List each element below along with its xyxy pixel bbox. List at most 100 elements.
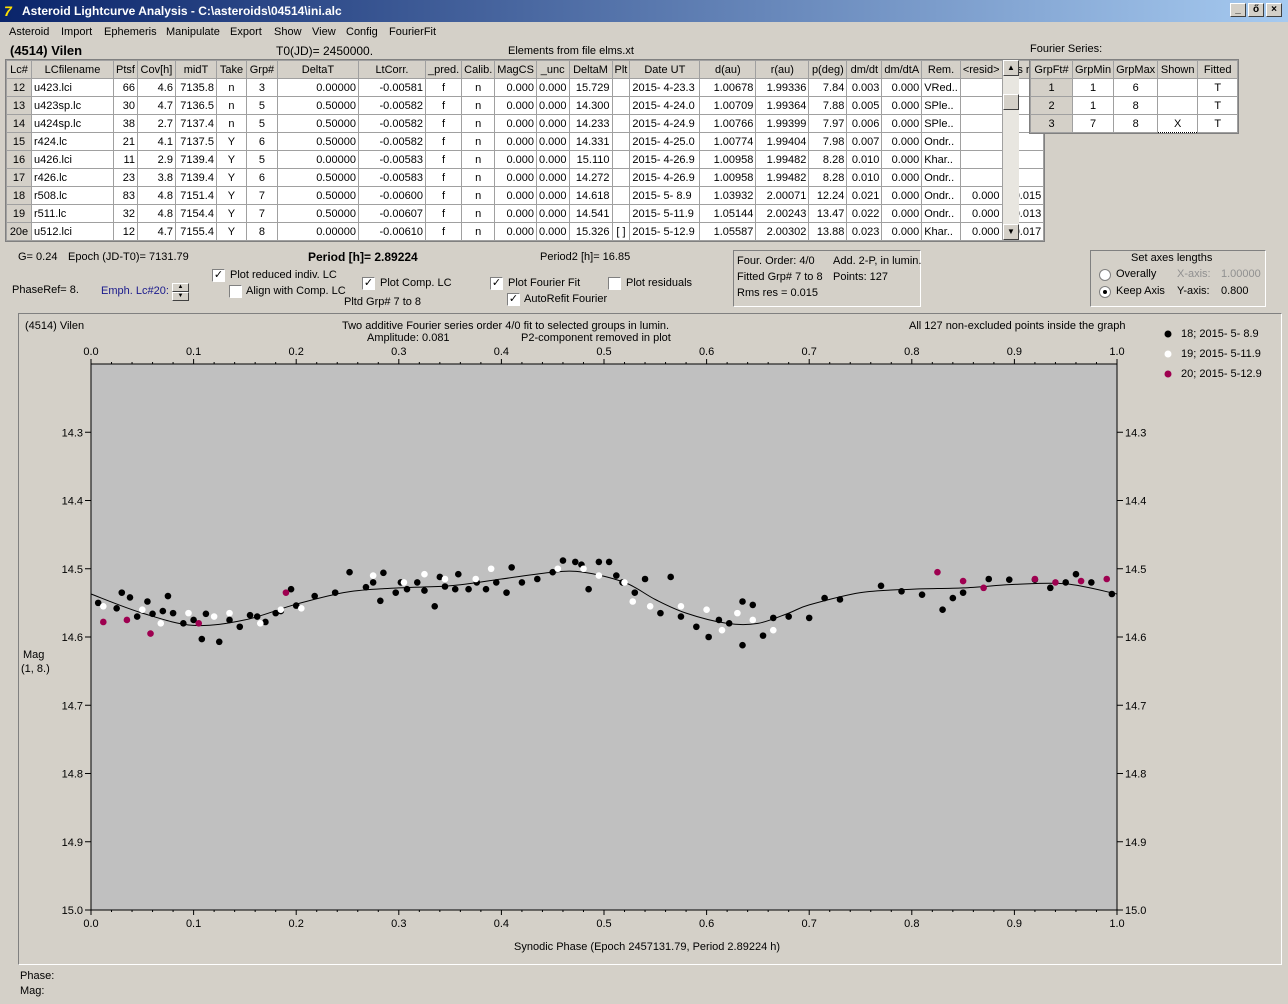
table-cell[interactable]: 0.000 [494, 96, 537, 115]
fourier-row-header[interactable]: 1 [1030, 78, 1073, 97]
table-cell[interactable]: -0.00583 [357, 168, 426, 187]
table-cell[interactable]: 2015- 4-25.0 [629, 132, 701, 151]
fourier-column-header[interactable]: Shown [1157, 60, 1199, 79]
column-header[interactable]: Rem. [921, 60, 961, 79]
table-cell[interactable]: 2.00302 [755, 222, 810, 241]
table-cell[interactable]: 30 [113, 96, 138, 115]
column-header[interactable]: MagCS [494, 60, 537, 79]
table-cell[interactable]: Y [215, 186, 247, 205]
table-cell[interactable]: 2015- 4-26.9 [629, 150, 701, 169]
table-cell[interactable]: 14.331 [568, 132, 613, 151]
fourier-cell[interactable]: 8 [1113, 96, 1159, 115]
table-cell[interactable]: 4.8 [136, 204, 176, 223]
table-cell[interactable] [611, 186, 631, 205]
row-header[interactable]: 15 [6, 132, 32, 151]
table-cell[interactable]: Y [215, 168, 247, 187]
table-cell[interactable]: 0.000 [494, 186, 537, 205]
menu-manipulate[interactable]: Manipulate [166, 26, 220, 38]
table-cell[interactable] [611, 150, 631, 169]
plot-comp-checkbox[interactable]: ✓ [362, 277, 375, 290]
column-header[interactable]: <resid> [959, 60, 1003, 79]
table-cell[interactable]: 7137.4 [174, 114, 217, 133]
row-header[interactable]: 16 [6, 150, 32, 169]
table-cell[interactable]: 8 [245, 222, 278, 241]
table-cell[interactable]: 0.000 [494, 168, 537, 187]
table-cell[interactable]: Y [215, 222, 247, 241]
table-cell[interactable]: f [424, 186, 463, 205]
table-cell[interactable] [959, 78, 1003, 97]
column-header[interactable]: Plt [611, 60, 631, 79]
table-cell[interactable]: 0.000 [535, 150, 570, 169]
table-cell[interactable]: 13.88 [808, 222, 848, 241]
table-cell[interactable]: r424.lc [31, 132, 114, 151]
table-cell[interactable]: 0.50000 [276, 204, 359, 223]
table-cell[interactable]: 7.97 [808, 114, 848, 133]
table-cell[interactable]: 11 [113, 150, 138, 169]
table-cell[interactable]: 4.1 [136, 132, 176, 151]
table-cell[interactable]: 15.110 [568, 150, 613, 169]
table-cell[interactable]: 14.272 [568, 168, 613, 187]
table-cell[interactable] [959, 96, 1003, 115]
plot-fourier-checkbox[interactable]: ✓ [490, 277, 503, 290]
table-cell[interactable]: r426.lc [31, 168, 114, 187]
table-cell[interactable]: 0.000 [881, 114, 923, 133]
table-cell[interactable]: 4.6 [136, 78, 176, 97]
table-cell[interactable] [959, 114, 1003, 133]
table-cell[interactable]: 0.000 [881, 132, 923, 151]
column-header[interactable]: p(deg) [808, 60, 848, 79]
table-cell[interactable]: -0.00582 [357, 96, 426, 115]
fourier-column-header[interactable]: GrpMax [1113, 60, 1159, 79]
table-cell[interactable]: n [215, 78, 247, 97]
row-header[interactable]: 13 [6, 96, 32, 115]
table-cell[interactable] [611, 78, 631, 97]
table-cell[interactable]: 0.005 [846, 96, 883, 115]
menu-ephemeris[interactable]: Ephemeris [104, 26, 157, 38]
table-cell[interactable]: u512.lci [31, 222, 114, 241]
table-cell[interactable]: 7139.4 [174, 150, 217, 169]
table-cell[interactable]: Khar.. [921, 222, 961, 241]
table-cell[interactable] [611, 114, 631, 133]
table-cell[interactable]: 0.000 [535, 186, 570, 205]
table-cell[interactable]: 15.326 [568, 222, 613, 241]
column-header[interactable]: Cov[h] [136, 60, 176, 79]
column-header[interactable]: dm/dt [846, 60, 883, 79]
table-cell[interactable]: n [461, 222, 496, 241]
table-cell[interactable]: -0.00583 [357, 150, 426, 169]
table-cell[interactable]: VRed.. [921, 78, 961, 97]
column-header[interactable]: d(au) [699, 60, 757, 79]
table-cell[interactable]: SPle.. [921, 114, 961, 133]
table-row[interactable]: 15 r424.lc 21 4.1 7137.5 Y 6 0.50000 -0.00582 f n 0… [6, 132, 1045, 151]
column-header[interactable]: DeltaT [276, 60, 359, 79]
table-cell[interactable]: 7154.4 [174, 204, 217, 223]
table-cell[interactable]: 0.006 [846, 114, 883, 133]
table-cell[interactable] [959, 150, 1003, 169]
table-cell[interactable]: 0.00000 [276, 78, 359, 97]
lightcurve-table[interactable]: Lc# LCfilename Ptsf Cov[h] midT Take Grp# Delta… [5, 59, 1046, 242]
table-cell[interactable]: 0.000 [494, 132, 537, 151]
fourier-column-header[interactable]: GrpFt# [1030, 60, 1073, 79]
table-cell[interactable]: n [215, 114, 247, 133]
table-cell[interactable]: 15.729 [568, 78, 613, 97]
table-cell[interactable] [611, 96, 631, 115]
spin-down-icon[interactable]: ▼ [172, 292, 189, 301]
fourier-row-header[interactable]: 3 [1030, 114, 1073, 133]
table-cell[interactable]: 0.000 [494, 114, 537, 133]
table-cell[interactable]: 4.8 [136, 186, 176, 205]
plot-residuals-checkbox[interactable] [608, 277, 621, 290]
table-cell[interactable]: 7 [245, 186, 278, 205]
table-cell[interactable]: 0.023 [846, 222, 883, 241]
column-header[interactable]: _unc [535, 60, 570, 79]
row-header[interactable]: 14 [6, 114, 32, 133]
table-cell[interactable]: 0.022 [846, 204, 883, 223]
table-cell[interactable]: f [424, 114, 463, 133]
column-header[interactable]: dm/dtA [881, 60, 923, 79]
menu-import[interactable]: Import [61, 26, 93, 38]
table-cell[interactable]: r508.lc [31, 186, 114, 205]
table-cell[interactable]: f [424, 132, 463, 151]
table-cell[interactable] [611, 204, 631, 223]
menu-show[interactable]: Show [274, 26, 302, 38]
table-cell[interactable]: 1.99404 [755, 132, 810, 151]
table-cell[interactable] [959, 132, 1003, 151]
